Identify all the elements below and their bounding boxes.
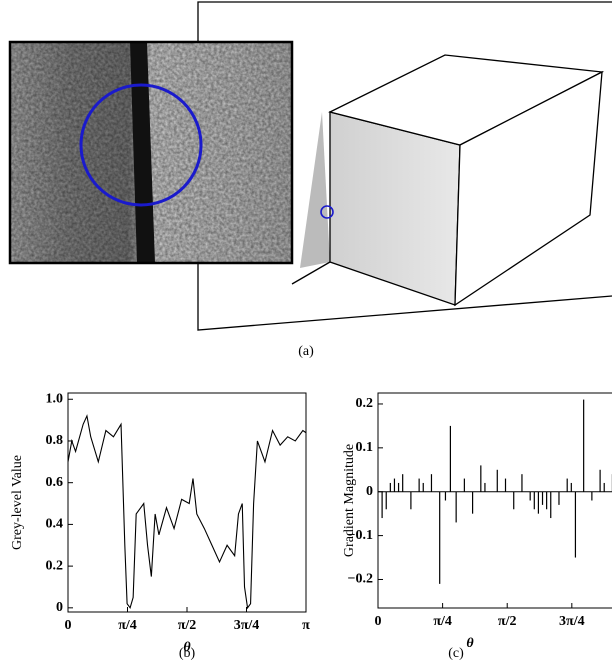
y-tick-label: 1.0 — [46, 391, 64, 406]
y-tick-label: 0.8 — [46, 433, 64, 448]
y-tick-label: 0 — [56, 600, 63, 615]
x-tick-label: 3π/4 — [234, 618, 260, 633]
y-tick-label: −0.2 — [348, 572, 373, 587]
x-tick-label: π/4 — [433, 614, 452, 629]
x-axis-label: θ — [183, 640, 191, 655]
inset — [8, 40, 294, 265]
y-tick-label: 0.2 — [46, 558, 64, 573]
caption: (b) — [179, 646, 196, 661]
caption: (c) — [448, 646, 464, 661]
y-tick-label: −0.1 — [348, 528, 373, 543]
x-tick-label: π/2 — [498, 614, 517, 629]
y-axis-label: Gradient Magnitude — [342, 444, 357, 557]
sketch — [197, 1, 612, 331]
x-tick-label: 3π/4 — [559, 614, 585, 629]
caption: (a) — [298, 344, 314, 359]
chart: 0 0.2 0.4 0.6 0.8 1.0 0 π/4 π/2 3π/4 π θ Grey-level … — [10, 391, 310, 661]
x-tick-label: 0 — [375, 614, 382, 629]
data-line — [67, 414, 307, 610]
y-tick-label: 0 — [366, 484, 373, 499]
y-axis-label: Grey-level Value — [10, 455, 25, 550]
chart: −0.2−0.100.10.20π/4π/23π/4πθGradient Mag… — [342, 392, 612, 661]
x-tick-label: 0 — [65, 618, 72, 633]
plot-frame — [377, 392, 612, 609]
x-tick-label: π/2 — [178, 618, 197, 633]
y-tick-label: 0.6 — [46, 475, 64, 490]
x-tick-label: π/4 — [118, 618, 137, 633]
x-axis-label: θ — [466, 636, 474, 651]
y-tick-label: 0.4 — [46, 517, 64, 532]
y-tick-label: 0.2 — [356, 396, 374, 411]
x-tick-label: π — [302, 618, 310, 633]
y-tick-label: 0.1 — [356, 440, 374, 455]
